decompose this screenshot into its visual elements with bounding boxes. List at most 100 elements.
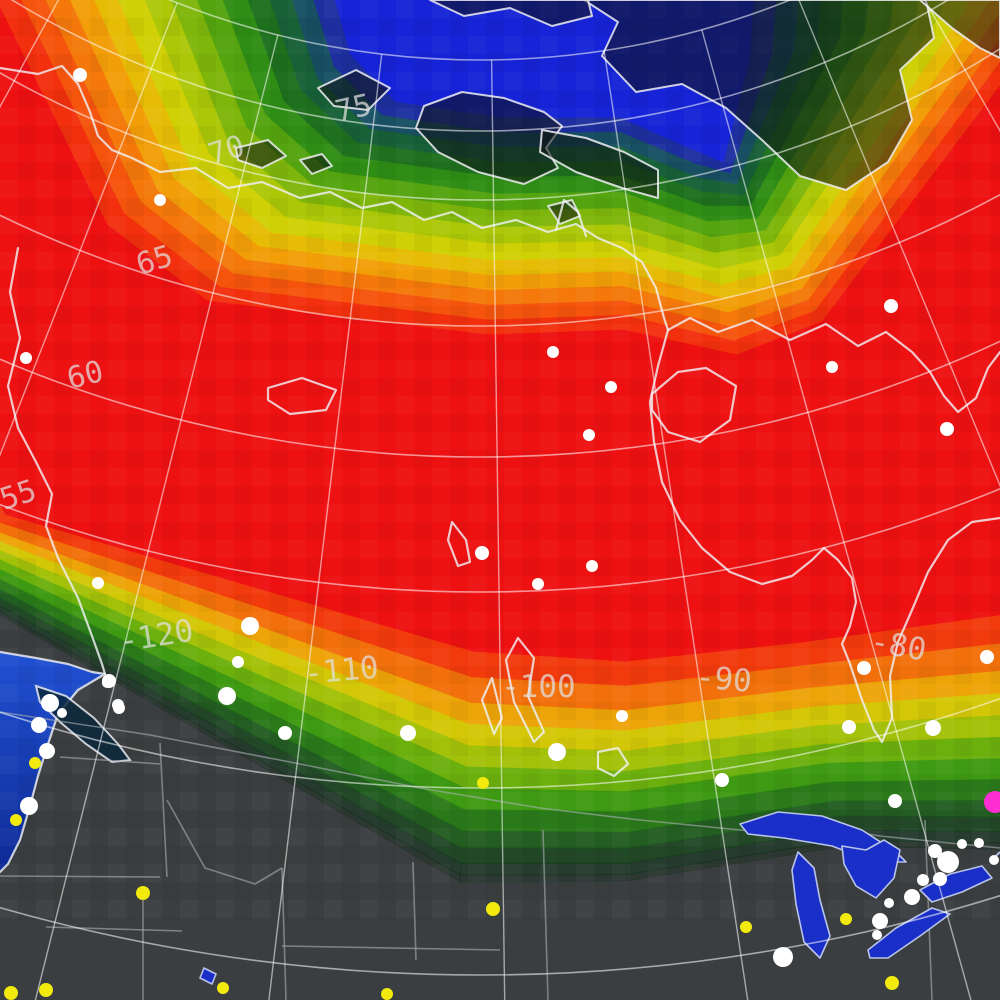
- meridian-line: [34, 34, 279, 1000]
- report-dot-yellow[interactable]: [136, 886, 150, 900]
- hudson-strait-ungava: [666, 316, 1000, 414]
- report-dot-white[interactable]: [937, 851, 959, 873]
- report-dot-white[interactable]: [933, 872, 947, 886]
- report-dot-white[interactable]: [884, 898, 894, 908]
- report-dot-yellow[interactable]: [217, 982, 229, 994]
- southampton-island: [650, 366, 738, 444]
- latitude-circle: [0, 47, 1000, 201]
- report-dot-white[interactable]: [548, 743, 566, 761]
- report-dot-white[interactable]: [715, 773, 729, 787]
- hudson-bay-west: [648, 328, 1000, 744]
- report-dot-white[interactable]: [872, 930, 882, 940]
- longitude-label--100: -100: [501, 669, 576, 705]
- lake-manitoba: [480, 676, 504, 736]
- report-dot-white[interactable]: [547, 346, 559, 358]
- report-dot-white[interactable]: [31, 717, 47, 733]
- report-dot-white[interactable]: [872, 913, 888, 929]
- small-island-b: [299, 153, 333, 175]
- political-borders: [0, 711, 1000, 1000]
- latitude-circle: [0, 487, 1000, 593]
- report-dot-white[interactable]: [980, 650, 994, 664]
- bc-coast: [6, 246, 107, 676]
- report-dot-white[interactable]: [925, 720, 941, 736]
- lake-ontario: [919, 865, 993, 903]
- report-dot-white[interactable]: [73, 68, 87, 82]
- report-dot-yellow[interactable]: [29, 757, 41, 769]
- report-dot-yellow[interactable]: [740, 921, 752, 933]
- latitude-circle: [0, 340, 1000, 458]
- report-dot-white[interactable]: [917, 874, 929, 886]
- report-dot-white[interactable]: [232, 656, 244, 668]
- us-canada-border: [0, 711, 1000, 849]
- report-dot-white[interactable]: [888, 794, 902, 808]
- id-west-border: [159, 742, 168, 878]
- report-dot-white[interactable]: [102, 678, 112, 688]
- report-dot-yellow[interactable]: [885, 976, 899, 990]
- report-dot-white[interactable]: [154, 194, 166, 206]
- report-dot-white[interactable]: [400, 725, 416, 741]
- report-dot-white[interactable]: [857, 661, 871, 675]
- report-dot-white[interactable]: [92, 577, 104, 589]
- banks-island: [317, 69, 391, 111]
- report-dot-white[interactable]: [989, 855, 999, 865]
- lake-michigan: [791, 851, 831, 959]
- report-dot-yellow[interactable]: [477, 777, 489, 789]
- report-dot-white[interactable]: [773, 947, 793, 967]
- report-dot-white[interactable]: [928, 844, 942, 858]
- report-dot-white[interactable]: [957, 839, 967, 849]
- lake-huron: [841, 839, 901, 899]
- mt-wy-border: [281, 945, 501, 951]
- devon-island: [429, 0, 593, 27]
- latitude-circle: [168, 0, 792, 61]
- report-dot-white[interactable]: [20, 352, 32, 364]
- report-dot-white[interactable]: [241, 617, 259, 635]
- report-dot-yellow[interactable]: [840, 913, 852, 925]
- latitude-label-60: 60: [63, 354, 107, 397]
- coastlines: [0, 64, 1000, 874]
- report-dot-white[interactable]: [586, 560, 598, 572]
- report-dot-yellow[interactable]: [486, 902, 500, 916]
- report-dot-white[interactable]: [904, 889, 920, 905]
- report-dot-yellow[interactable]: [381, 988, 393, 1000]
- report-dot-yellow[interactable]: [10, 814, 22, 826]
- report-dot-white[interactable]: [616, 710, 628, 722]
- report-dot-white[interactable]: [57, 708, 67, 718]
- report-dot-white[interactable]: [884, 299, 898, 313]
- observation-dots: [4, 68, 1000, 1000]
- small-island-a: [235, 139, 287, 169]
- meridian-line: [0, 2, 178, 457]
- nv-ut-border: [45, 926, 183, 932]
- report-dot-white[interactable]: [112, 699, 124, 711]
- or-ca-border: [0, 875, 161, 878]
- melville-peninsula: [539, 129, 659, 199]
- report-dot-white[interactable]: [475, 546, 489, 560]
- longitude-label--90: -90: [694, 659, 753, 700]
- report-dot-yellow[interactable]: [4, 986, 18, 1000]
- report-dot-white[interactable]: [218, 687, 236, 705]
- report-dot-white[interactable]: [532, 578, 544, 590]
- report-dot-white[interactable]: [974, 838, 984, 848]
- latitude-circle: [11, 0, 949, 132]
- report-dot-white[interactable]: [842, 720, 856, 734]
- report-dot-white[interactable]: [41, 694, 59, 712]
- mn-west-border: [542, 829, 549, 1000]
- report-dot-white[interactable]: [605, 381, 617, 393]
- report-dot-white[interactable]: [39, 743, 55, 759]
- baffin-island: [583, 0, 935, 191]
- report-dot-white[interactable]: [583, 429, 595, 441]
- labrador-corner: [919, 0, 1000, 59]
- report-dot-white[interactable]: [20, 797, 38, 815]
- report-dot-yellow[interactable]: [39, 983, 53, 997]
- lake-winnipeg: [504, 636, 546, 744]
- yellowstone-lake: [199, 967, 217, 985]
- meridian-line: [701, 29, 972, 1000]
- report-dot-white[interactable]: [826, 361, 838, 373]
- arctic-landmasses: [235, 0, 1000, 225]
- mt-nd-border: [412, 861, 417, 961]
- report-dot-white[interactable]: [940, 422, 954, 436]
- report-dot-white[interactable]: [278, 726, 292, 740]
- great-lakes: [199, 811, 993, 985]
- report-dot-magenta[interactable]: [984, 791, 1000, 813]
